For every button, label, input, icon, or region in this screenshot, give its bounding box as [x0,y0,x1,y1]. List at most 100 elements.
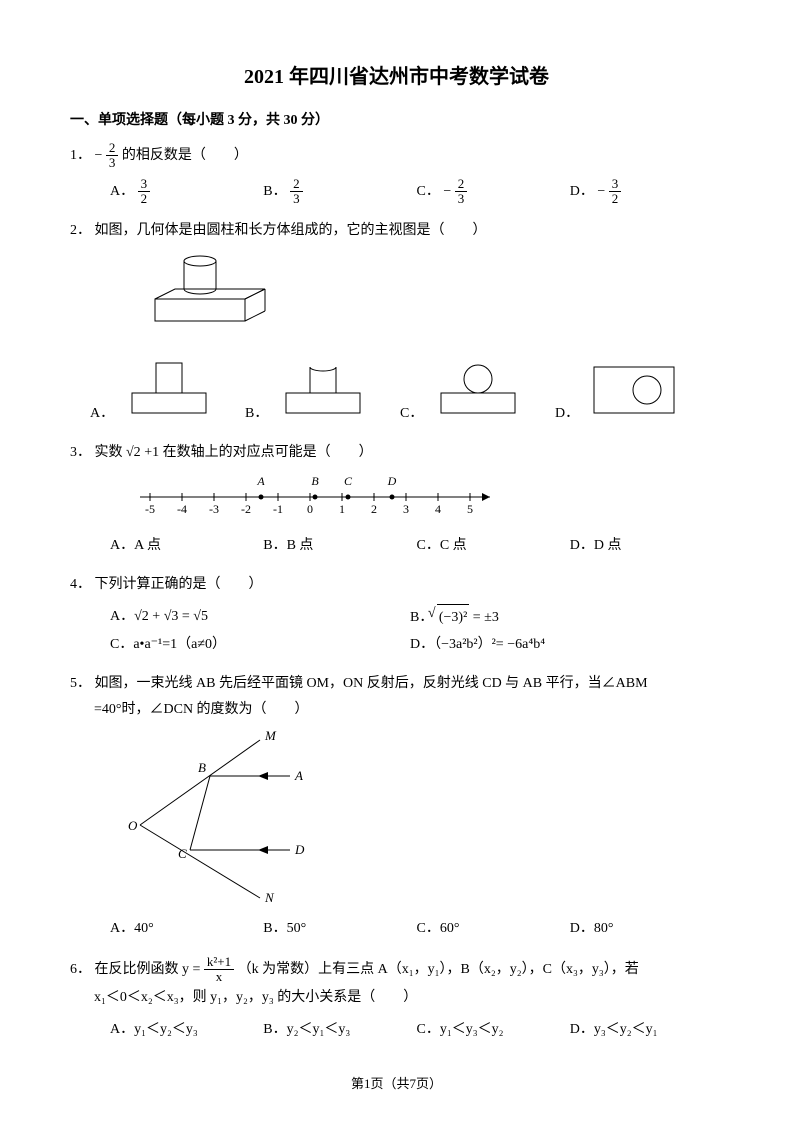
q1-frac-d: 3 [106,156,119,170]
q5-n: N [264,890,275,905]
q1-d-n: 3 [609,177,622,192]
svg-text:-4: -4 [177,502,187,516]
q6-before: 在反比例函数 y = [95,962,204,977]
q5-text2: =40°时，∠DCN 的度数为（ ） [94,702,309,717]
q2-text: 如图，几何体是由圆柱和长方体组成的，它的主视图是（ ） [95,223,487,238]
q5-options: A．40° B．50° C．60° D．80° [110,916,723,943]
svg-text:-5: -5 [145,502,155,516]
q1-d-label: D． [570,184,594,199]
q3-num: 3． [70,445,91,460]
q5-d: D [294,842,305,857]
svg-text:-3: -3 [209,502,219,516]
q2-d-icon [589,359,679,417]
q1-after: 的相反数是（ ） [122,148,248,163]
q1-frac-n: 2 [106,141,119,156]
q4-num: 4． [70,577,91,592]
nl-c: C [344,474,353,488]
q2-main-figure [130,251,723,352]
q4-opt-c: C．a•a⁻¹=1（a≠0） [110,632,410,659]
q5-opt-d: D．80° [570,916,723,943]
q5-m: M [264,728,277,743]
q4-opt-a: A．√2 + √3 = √5 [110,604,410,632]
nl-b: B [311,474,319,488]
q1-opt-a: A． 32 [110,177,263,207]
svg-text:5: 5 [467,502,473,516]
q1-d-d: 2 [609,192,622,206]
section-header: 一、单项选择题（每小题 3 分，共 30 分） [70,109,723,129]
question-4: 4． 下列计算正确的是（ ） A．√2 + √3 = √5 B． √ (−3)²… [70,572,723,659]
q5-figure: M A B O C D N [120,730,723,911]
q2-opt-d: D． [555,359,710,428]
q6-opt-b: B．y₂＜y₁＜y₃ [263,1017,416,1044]
q2-3d-icon [130,251,270,341]
q6-opt-a: A．y₁＜y₂＜y₃ [110,1017,263,1044]
q1-d-pre: − [597,184,605,199]
svg-text:0: 0 [307,502,313,516]
q5-opt-b: B．50° [263,916,416,943]
page-title: 2021 年四川省达州市中考数学试卷 [70,60,723,89]
q1-options: A． 32 B． 23 C． − 23 D． − 32 [110,177,723,207]
svg-text:2: 2 [371,502,377,516]
q6-frac-d: x [204,970,234,984]
q5-text1: 如图，一束光线 AB 先后经平面镜 OM，ON 反射后，反射光线 CD 与 AB… [95,676,648,691]
q6-mid: （k 为常数）上有三点 A（x₁，y₁），B（x₂，y₂），C（x₃，y₃），若 [238,962,639,977]
q6-text2: x₁＜0＜x₂＜x₃，则 y₁，y₂，y₃ 的大小关系是（ ） [94,990,417,1005]
q1-a-n: 3 [138,177,151,192]
q5-o: O [128,818,138,833]
question-5: 5． 如图，一束光线 AB 先后经平面镜 OM，ON 反射后，反射光线 CD 与… [70,671,723,943]
q5-opt-c: C．60° [417,916,570,943]
svg-text:-1: -1 [273,502,283,516]
q6-frac: k²+1 x [204,955,234,985]
q1-opt-c: C． − 23 [417,177,570,207]
svg-text:1: 1 [339,502,345,516]
q2-num: 2． [70,223,91,238]
question-2: 2． 如图，几何体是由圆柱和长方体组成的，它的主视图是（ ） A． B． [70,218,723,428]
q1-c-n: 2 [455,177,468,192]
q1-c-pre: − [443,184,451,199]
q3-opt-b: B．B 点 [263,533,416,560]
q5-num: 5． [70,676,91,691]
nl-a: A [256,474,265,488]
svg-text:-2: -2 [241,502,251,516]
q2-opt-a: A． [90,359,245,428]
q2-opt-b: B． [245,359,400,428]
q1-neg: − [95,148,103,163]
q3-before: 实数 [95,445,123,460]
q5-b: B [198,760,206,775]
q1-a-label: A． [110,184,134,199]
q3-opt-a: A．A 点 [110,533,263,560]
q2-d-label: D． [555,406,579,421]
q3-after: +1 在数轴上的对应点可能是（ ） [144,445,372,460]
q1-c-label: C． [417,184,440,199]
question-3: 3． 实数 √2 +1 在数轴上的对应点可能是（ ） -5 -4 -3 -2 -1 0 1 2… [70,440,723,560]
q4-options: A．√2 + √3 = √5 B． √ (−3)² = ±3 C．a•a⁻¹=1… [110,604,723,658]
q4-text: 下列计算正确的是（ ） [95,577,263,592]
q2-c-label: C． [400,406,423,421]
mirror-diagram-icon: M A B O C D N [120,730,340,900]
q2-b-label: B． [245,406,268,421]
q2-opt-c: C． [400,359,555,428]
q1-b-d: 3 [290,192,303,206]
q6-options: A．y₁＜y₂＜y₃ B．y₂＜y₁＜y₃ C．y₁＜y₃＜y₂ D．y₃＜y₂… [110,1017,723,1044]
q6-opt-d: D．y₃＜y₂＜y₁ [570,1017,723,1044]
q3-sqrt: √2 [126,445,141,460]
q1-c-d: 3 [455,192,468,206]
q5-c: C [178,846,187,861]
q2-b-icon [278,359,368,417]
q1-a-d: 2 [138,192,151,206]
q1-frac: 2 3 [106,141,119,171]
q4-opt-d: D．（−3a²b²）²= −6a⁴b⁴ [410,632,710,659]
q6-num: 6． [70,962,91,977]
page-footer: 第1页（共7页） [0,1073,793,1092]
q3-options: A．A 点 B．B 点 C．C 点 D．D 点 [110,533,723,560]
nl-d: D [387,474,397,488]
q6-opt-c: C．y₁＜y₃＜y₂ [417,1017,570,1044]
q1-opt-d: D． − 32 [570,177,723,207]
q2-a-label: A． [90,406,114,421]
svg-text:4: 4 [435,502,441,516]
q1-b-label: B． [263,184,286,199]
q1-num: 1． [70,148,91,163]
question-6: 6． 在反比例函数 y = k²+1 x （k 为常数）上有三点 A（x₁，y₁… [70,955,723,1044]
q1-opt-b: B． 23 [263,177,416,207]
svg-text:3: 3 [403,502,409,516]
